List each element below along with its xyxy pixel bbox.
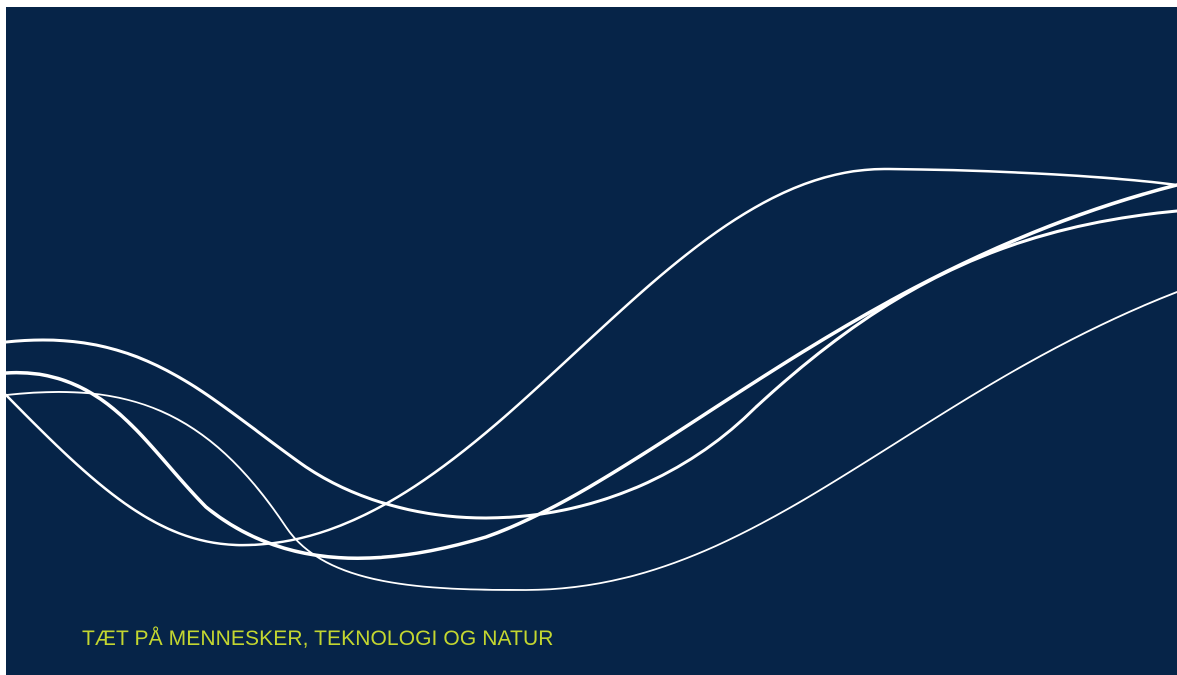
wave-line-3 (6, 183, 1177, 560)
wave-line-2 (6, 209, 1177, 520)
wave-lines-graphic (6, 167, 1177, 591)
tagline-text: TÆT PÅ MENNESKER, TEKNOLOGI OG NATUR (82, 627, 554, 650)
wave-line-4 (6, 291, 1177, 591)
wave-line-1 (6, 167, 1177, 547)
slide-panel: TÆT PÅ MENNESKER, TEKNOLOGI OG NATUR (6, 7, 1177, 675)
